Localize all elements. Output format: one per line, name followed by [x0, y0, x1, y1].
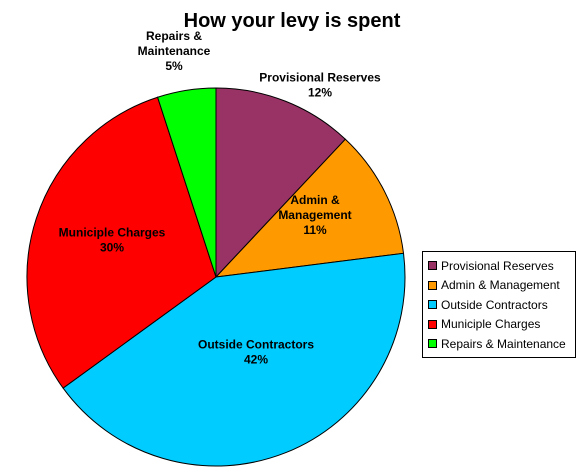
legend-label: Repairs & Maintenance	[441, 336, 566, 351]
legend-item-1: Admin & Management	[428, 276, 575, 296]
pie-slice-3	[26, 96, 217, 389]
legend-item-0: Provisional Reserves	[428, 256, 575, 276]
legend: Provisional Reserves Admin & Management Ou…	[422, 251, 576, 358]
legend-swatch	[428, 300, 437, 310]
slice-label-line: Municiple Charges	[59, 226, 166, 240]
legend-swatch	[428, 261, 437, 271]
slice-label-0: Provisional Reserves 12%	[259, 71, 381, 100]
slice-label-line: 30%	[100, 241, 124, 255]
slice-label-line: Admin &	[290, 193, 340, 207]
legend-label: Admin & Management	[441, 278, 560, 293]
slice-label-line: 11%	[303, 223, 327, 237]
chart-title: How your levy is spent	[183, 10, 401, 32]
pie-slice-0	[215, 87, 347, 279]
slice-label-2: Outside Contractors 42%	[198, 338, 314, 367]
legend-label: Outside Contractors	[441, 297, 548, 312]
legend-swatch	[428, 339, 437, 349]
legend-label: Municiple Charges	[441, 317, 541, 332]
legend-item-4: Repairs & Maintenance	[428, 334, 575, 354]
pie-slice-1	[214, 138, 405, 278]
legend-label: Provisional Reserves	[441, 258, 554, 273]
slice-label-line: 12%	[308, 86, 332, 100]
legend-swatch	[428, 319, 437, 329]
legend-item-2: Outside Contractors	[428, 295, 575, 315]
slice-label-line: 5%	[165, 59, 183, 73]
legend-item-3: Municiple Charges	[428, 315, 575, 335]
slice-label-4: Repairs & Maintenance 5%	[138, 29, 211, 73]
slice-label-1: Admin & Management 11%	[278, 193, 351, 237]
legend-swatch	[428, 280, 437, 290]
slice-label-line: Provisional Reserves	[259, 71, 381, 85]
slice-label-line: Repairs &	[146, 29, 202, 43]
slice-label-line: Management	[278, 208, 351, 222]
pie-slice-2	[62, 252, 406, 467]
slice-label-line: 42%	[244, 353, 268, 367]
slice-label-3: Municiple Charges 30%	[59, 226, 166, 255]
slice-label-line: Maintenance	[138, 44, 211, 58]
pie-slice-4	[156, 87, 217, 278]
slice-label-line: Outside Contractors	[198, 338, 314, 352]
